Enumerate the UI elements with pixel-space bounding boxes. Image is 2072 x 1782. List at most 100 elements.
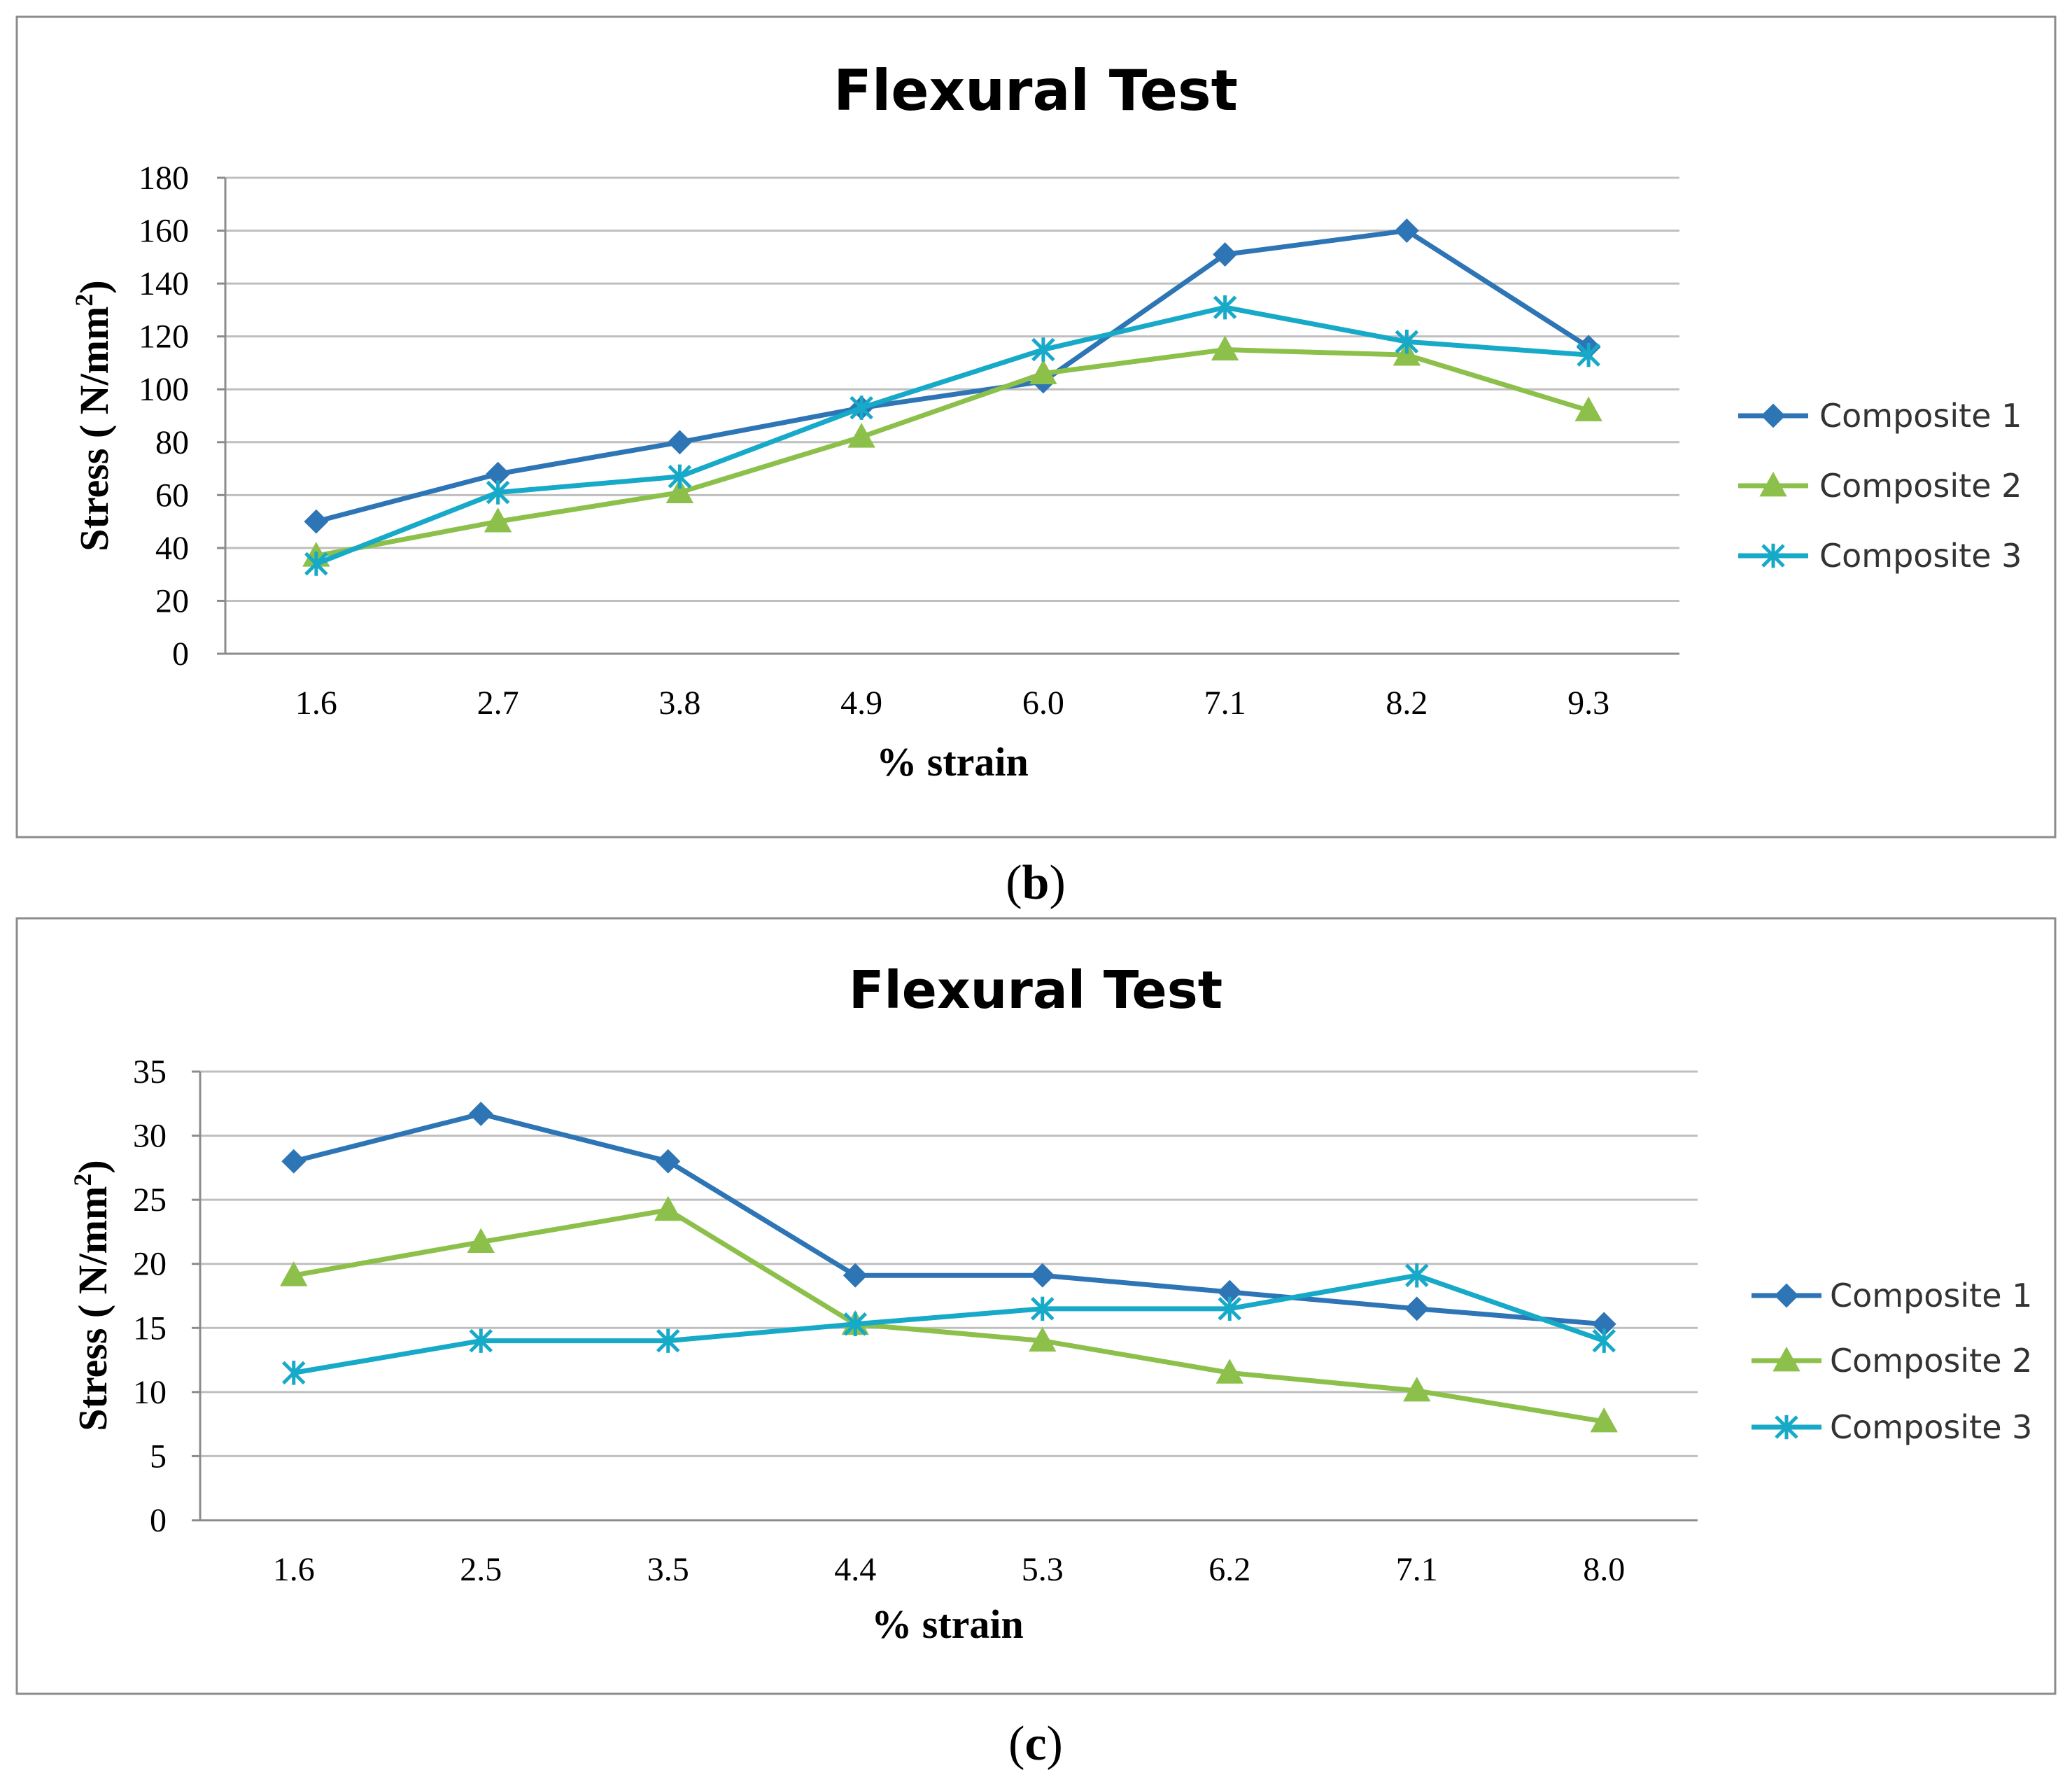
chart-b-y-axis-title-main: Stress ( N/mm — [71, 307, 117, 552]
caption-c: (c) — [1008, 1717, 1063, 1771]
chart-b-series-3-point — [1577, 342, 1600, 367]
chart-b-series-2-line — [316, 347, 1590, 559]
chart-c-series-2-point — [1590, 1407, 1618, 1433]
chart-c-y-axis-title-end: ) — [70, 1160, 115, 1173]
chart-b-series-2-point — [665, 478, 694, 503]
chart-b: Flexural Test 0 20 40 60 80 100 120 140 160 180 1… — [15, 15, 2057, 839]
caption-b-letter: b — [1022, 856, 1050, 910]
chart-b-series-1-line — [315, 228, 1591, 524]
chart-c-y-tick-label: 25 — [133, 1181, 167, 1219]
chart-c-series-3-point-stroke — [843, 1312, 868, 1337]
chart-c-series-3-point — [1030, 1296, 1055, 1321]
chart-b-series-3-point — [1213, 295, 1237, 320]
chart-c-x-tick-label: 3.5 — [647, 1551, 689, 1588]
chart-b-legend-label-1: Composite 1 — [1819, 397, 2022, 435]
chart-b-y-tick-label: 180 — [139, 160, 189, 197]
chart-b-series-3-point-stroke — [1031, 337, 1055, 362]
chart-b-legend-marker-3-stroke — [1761, 543, 1785, 568]
chart-b-legend-marker-3 — [1761, 543, 1785, 568]
chart-c-series-3-point — [843, 1312, 868, 1337]
chart-c-frame — [15, 917, 2057, 1695]
chart-b-y-tick-label: 160 — [139, 213, 189, 250]
chart-c-series-3-point — [1592, 1328, 1616, 1353]
chart-b-series-1-point — [304, 509, 329, 534]
chart-c-legend-label-1: Composite 1 — [1830, 1277, 2032, 1314]
chart-b-y-axis-title: Stress ( N/mm2) — [70, 280, 117, 551]
chart-b-legend-marker-1 — [1761, 403, 1786, 428]
chart-c-series-1-point — [1404, 1296, 1430, 1321]
chart-c-series-1-point — [281, 1149, 306, 1174]
chart-c-y-ticks: 0 5 10 15 20 25 30 35 — [133, 1053, 200, 1539]
chart-b-series-3-point — [850, 395, 873, 420]
chart-c-series-1-point — [656, 1149, 681, 1174]
chart-b-legend-entry-3: Composite 3 — [1738, 537, 2022, 575]
chart-b-x-tick-label: 6.0 — [1022, 685, 1064, 722]
chart-b-series-3-point-stroke — [668, 464, 692, 489]
chart-b-y-tick-label: 40 — [155, 530, 189, 567]
chart-b-gridlines — [225, 176, 1679, 602]
chart-c-x-tick-label: 4.4 — [834, 1551, 876, 1588]
chart-c-x-tick-label: 6.2 — [1208, 1551, 1250, 1588]
chart-c-y-axis-title-main: Stress ( N/mm — [70, 1186, 115, 1431]
chart-c-series-3-point-stroke — [1030, 1296, 1055, 1321]
chart-c-series-2-point — [1403, 1376, 1431, 1402]
chart-c-y-axis-title: Stress ( N/mm2) — [69, 1160, 115, 1431]
chart-b-series-3-point — [1031, 337, 1055, 362]
chart-c-series-3-point — [469, 1328, 493, 1353]
chart-c-series-3-point-stroke — [1404, 1263, 1429, 1288]
caption-b-open: ( — [1006, 856, 1022, 910]
chart-b-series-1-point — [1394, 218, 1419, 243]
chart-c-legend-label-2: Composite 2 — [1830, 1342, 2032, 1380]
chart-c-series-1-point — [843, 1263, 868, 1288]
chart-b-series-2-point — [1029, 359, 1057, 384]
chart-c-series-2 — [280, 1195, 1618, 1433]
chart-b-x-ticks: 1.6 2.7 3.8 4.9 6.0 7.1 8.2 9.3 — [295, 685, 1609, 722]
chart-b-y-ticks: 0 20 40 60 80 100 120 140 160 180 — [139, 160, 225, 673]
chart-c-series-2-point — [1215, 1359, 1243, 1384]
chart-c-series-1-point — [1030, 1263, 1055, 1288]
chart-c-legend-marker-3 — [1775, 1415, 1798, 1440]
chart-c-legend-marker-1 — [1774, 1283, 1799, 1308]
chart-b-series — [302, 218, 1602, 576]
chart-b-legend-entry-1: Composite 1 — [1738, 397, 2022, 435]
chart-b-series-3 — [304, 295, 1600, 576]
chart-c-x-tick-label: 7.1 — [1396, 1551, 1438, 1588]
chart-b-series-3-point-stroke — [486, 480, 510, 505]
chart-b-series-3-point — [668, 464, 692, 489]
chart-b-series-1-point — [667, 430, 692, 455]
chart-b-x-tick-label: 2.7 — [477, 685, 519, 722]
chart-b-series-3-point-stroke — [850, 395, 873, 420]
caption-c-open: ( — [1008, 1717, 1024, 1771]
chart-b-y-axis-title-end: ) — [71, 280, 117, 293]
chart-b-y-tick-label: 100 — [139, 371, 189, 408]
chart-b-x-tick-label: 7.1 — [1204, 685, 1246, 722]
chart-b-series-3-point-stroke — [1213, 295, 1237, 320]
chart-c-legend-entry-1: Composite 1 — [1752, 1277, 2032, 1314]
chart-b-series-3-line — [315, 304, 1589, 566]
chart-c-series-1 — [281, 1102, 1616, 1337]
chart-c-series-2-point — [280, 1261, 308, 1286]
chart-b-legend-marker-2 — [1759, 471, 1787, 497]
chart-b-y-axis-title-sup: 2 — [70, 294, 98, 307]
chart-c-legend-marker-2 — [1773, 1346, 1800, 1372]
chart-b-x-tick-label: 9.3 — [1567, 685, 1609, 722]
chart-c-series-2-line — [293, 1207, 1605, 1424]
chart-b-y-tick-label: 140 — [139, 265, 189, 302]
chart-b-series-3-point-stroke — [1395, 329, 1419, 354]
chart-b-legend-label-3: Composite 3 — [1819, 537, 2022, 575]
chart-c-series-3-point — [281, 1361, 306, 1385]
chart-b-x-tick-label: 8.2 — [1386, 685, 1428, 722]
chart-b-series-1-point — [1213, 242, 1238, 267]
chart-c-series-3-point-stroke — [1218, 1296, 1242, 1321]
chart-c-series-1-point — [468, 1102, 493, 1126]
chart-c-y-tick-label: 20 — [133, 1246, 167, 1283]
chart-c-x-tick-label: 8.0 — [1583, 1551, 1625, 1588]
chart-b-y-tick-label: 120 — [139, 318, 189, 356]
chart-c-x-tick-label: 2.5 — [460, 1551, 502, 1588]
caption-b: (b) — [1006, 856, 1066, 910]
chart-c-y-tick-label: 35 — [133, 1053, 167, 1090]
chart-c-legend-entry-3: Composite 3 — [1752, 1408, 2032, 1446]
chart-c-series-3-point — [656, 1328, 680, 1353]
chart-b-series-3-point-stroke — [1577, 342, 1600, 367]
chart-b-y-tick-label: 20 — [155, 582, 189, 619]
